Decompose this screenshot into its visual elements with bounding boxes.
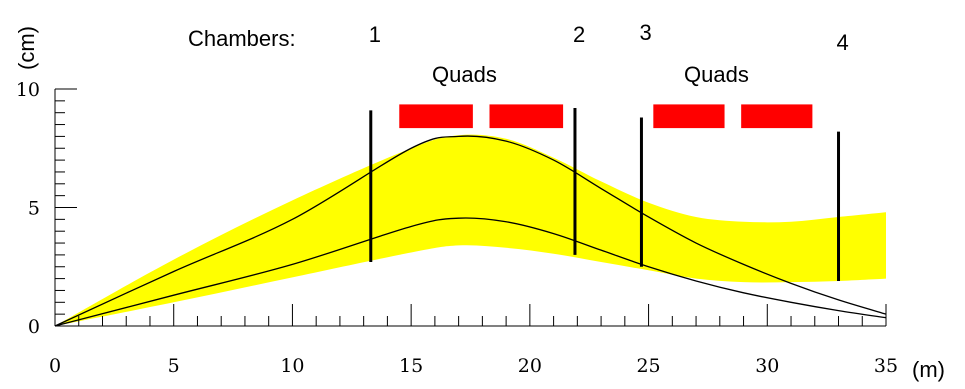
quads-left-label: Quads	[432, 62, 497, 87]
beam-envelope-band	[55, 134, 886, 326]
y-tick-label: 0	[28, 316, 40, 338]
quad-magnet-2	[489, 104, 564, 129]
trajectory-curve-layer	[54, 135, 887, 327]
tick-labels: 0 5 10 15 20 25 30 35 0 5 10	[16, 79, 898, 377]
y-unit-label: (cm)	[14, 26, 39, 70]
chamber-number-4: 4	[837, 30, 849, 55]
x-tick-label: 25	[636, 355, 660, 377]
x-unit-label: (m)	[912, 357, 945, 382]
chamber-number-1: 1	[369, 22, 381, 47]
x-tick-label: 30	[755, 355, 779, 377]
beam-envelope-band-layer	[55, 134, 886, 326]
trajectory-curve-2	[54, 217, 887, 327]
x-tick-label: 20	[518, 355, 542, 377]
axes	[54, 88, 887, 327]
chamber-number-3: 3	[639, 20, 651, 45]
chamber-number-labels: 1 2 3 4	[369, 20, 849, 55]
y-tick-label: 5	[28, 198, 40, 220]
x-tick-label: 0	[49, 355, 61, 377]
quad-magnet-1	[399, 104, 473, 129]
chamber-number-2: 2	[573, 22, 585, 47]
quads-right-label: Quads	[684, 62, 749, 87]
x-tick-label: 15	[399, 355, 423, 377]
x-tick-label: 10	[280, 355, 304, 377]
x-tick-label: 35	[874, 355, 898, 377]
quad-magnet-4	[741, 104, 813, 129]
chamber-line-layer	[369, 107, 841, 281]
chambers-label: Chambers:	[188, 26, 296, 51]
x-tick-label: 5	[168, 355, 180, 377]
trajectory-curve-1	[54, 135, 887, 327]
y-tick-label: 10	[16, 79, 40, 101]
quadrupole-magnet-layer	[399, 104, 813, 129]
quad-magnet-3	[653, 104, 725, 129]
